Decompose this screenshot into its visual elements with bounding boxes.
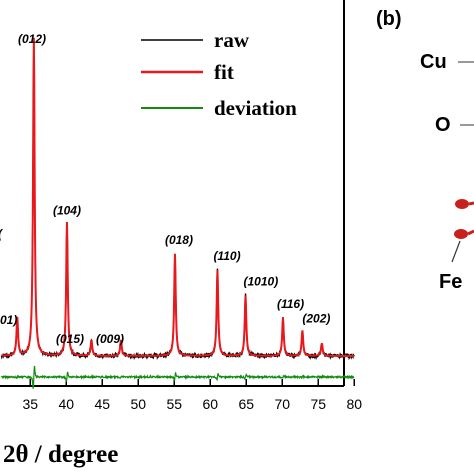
fe-bond-1 — [468, 201, 474, 206]
peak-label: (104) — [53, 203, 81, 217]
x-tick-label: 65 — [238, 396, 254, 412]
panel-b: (b) Cu O Fe — [376, 8, 474, 293]
peak-label: (009) — [96, 332, 124, 346]
x-tick-label: 50 — [130, 396, 146, 412]
x-ticks: 35 40 45 50 55 60 65 70 75 80 — [22, 379, 362, 412]
x-tick-label: 35 — [22, 396, 38, 412]
cropped-label-fragment: ( — [0, 227, 4, 241]
peak-label: (1010) — [244, 275, 279, 289]
legend-label-deviation: deviation — [214, 96, 297, 120]
x-tick-label: 45 — [94, 396, 110, 412]
peak-label: (018) — [165, 233, 193, 247]
fe-atom-sphere-1 — [455, 199, 469, 209]
x-tick-label: 75 — [310, 396, 326, 412]
legend-label-fit: fit — [214, 60, 234, 84]
fe-atom-sphere-2 — [454, 229, 468, 239]
series-layer — [0, 37, 355, 389]
fe-bond-2 — [467, 229, 474, 236]
peak-label: (202) — [302, 312, 330, 326]
x-tick-label: 40 — [58, 396, 74, 412]
legend-label-raw: raw — [214, 28, 250, 52]
x-tick-label: 70 — [274, 396, 290, 412]
peak-label: 01) — [0, 313, 17, 327]
fe-leader-line — [451, 240, 461, 263]
atom-label-fe: Fe — [439, 271, 462, 293]
legend: raw fit deviation — [141, 28, 297, 120]
x-tick-label: 60 — [202, 396, 218, 412]
peak-labels: (012) 01) (104) (015) (009) (018) (110) (1010) (… — [0, 32, 330, 346]
peak-label: (116) — [277, 297, 304, 311]
peak-label: (012) — [18, 32, 46, 46]
plot-axes — [0, 0, 345, 387]
series-fit-line — [1, 37, 355, 357]
x-axis-label: 2θ / degree — [3, 441, 118, 468]
series-deviation-line — [0, 365, 355, 389]
peak-label: (110) — [213, 249, 240, 263]
peak-label: (015) — [56, 332, 84, 346]
atom-label-cu: Cu — [420, 51, 447, 73]
panel-b-label: (b) — [376, 8, 402, 30]
x-tick-label: 55 — [166, 396, 182, 412]
atom-label-o: O — [435, 114, 451, 136]
x-tick-label: 80 — [346, 396, 362, 412]
